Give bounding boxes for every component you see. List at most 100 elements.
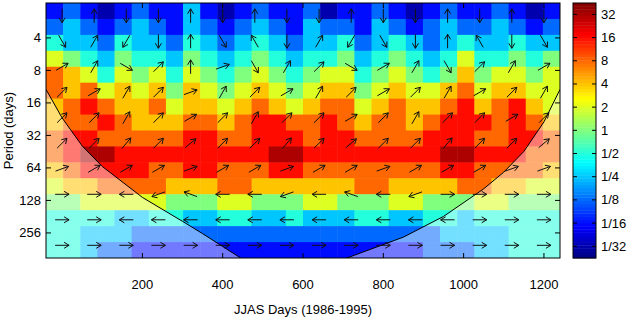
- heat-cell: [354, 210, 372, 226]
- phase-arrow: [316, 35, 323, 47]
- heat-cell: [491, 3, 509, 19]
- phase-arrow: [537, 191, 551, 197]
- x-tick-label: 800: [372, 277, 394, 292]
- heat-cell: [303, 242, 321, 258]
- heat-cell: [286, 3, 304, 19]
- heat-cell: [474, 146, 492, 162]
- phase-arrow: [184, 191, 197, 197]
- colorbar-segment: [573, 127, 596, 131]
- heat-cell: [286, 178, 304, 194]
- phase-arrow: [57, 138, 67, 148]
- colorbar-segment: [573, 175, 596, 179]
- phase-arrow: [152, 192, 165, 198]
- phase-arrow: [378, 113, 388, 123]
- heat-cell: [166, 3, 184, 19]
- phase-arrow: [344, 242, 358, 248]
- heat-cell: [320, 19, 338, 35]
- phase-arrow: [442, 165, 454, 172]
- heat-cell: [491, 99, 509, 115]
- heat-cell: [269, 194, 287, 210]
- heat-cell: [423, 162, 441, 178]
- heat-cell: [389, 19, 407, 35]
- phase-arrow: [475, 138, 485, 148]
- heat-cell: [217, 3, 235, 19]
- coi-line: [46, 89, 560, 258]
- phase-arrow: [89, 113, 99, 123]
- heat-cell: [217, 99, 235, 115]
- x-tick-label: 1000: [449, 277, 478, 292]
- heat-cell: [80, 19, 98, 35]
- heat-cell: [234, 178, 252, 194]
- phase-arrow: [346, 87, 356, 97]
- phase-arrow: [314, 138, 324, 148]
- heat-cell: [149, 162, 167, 178]
- phase-arrow: [314, 113, 324, 123]
- phase-arrow: [251, 112, 258, 124]
- heat-cell: [115, 67, 133, 83]
- colorbar-segment: [573, 220, 596, 224]
- heat-cell: [234, 99, 252, 115]
- heat-cell: [474, 19, 492, 35]
- phase-arrow: [89, 138, 99, 148]
- colorbar-segment: [573, 89, 596, 93]
- heat-cell: [269, 226, 287, 242]
- x-tick: [543, 3, 544, 8]
- x-tick: [142, 253, 143, 258]
- colorbar-tick-label: 4: [601, 76, 608, 91]
- y-tick-label: 16: [27, 95, 41, 110]
- phase-arrow: [120, 165, 132, 172]
- phase-arrow: [219, 35, 226, 47]
- heat-cell: [354, 115, 372, 131]
- y-tick: [46, 135, 51, 136]
- phase-arrow: [475, 62, 485, 72]
- heat-cell: [457, 3, 475, 19]
- heat-cell: [320, 226, 338, 242]
- heat-cell: [303, 115, 321, 131]
- heat-cell: [149, 51, 167, 67]
- colorbar-tick: [592, 176, 596, 177]
- heat-cell: [269, 51, 287, 67]
- heat-cell: [269, 162, 287, 178]
- x-tick: [383, 253, 384, 258]
- y-tick: [46, 200, 51, 201]
- phase-arrow: [119, 191, 133, 197]
- heat-cell: [200, 194, 218, 210]
- phase-arrow: [55, 242, 69, 248]
- heat-cell: [286, 242, 304, 258]
- heat-cell: [474, 51, 492, 67]
- heat-cell: [303, 67, 321, 83]
- heat-cell: [200, 99, 218, 115]
- phase-arrow: [411, 87, 421, 97]
- phase-arrow: [541, 9, 547, 23]
- colorbar-tick: [592, 223, 596, 224]
- heat-cell: [97, 51, 115, 67]
- heat-cell: [457, 162, 475, 178]
- phase-arrow: [248, 191, 262, 197]
- heat-cell: [337, 194, 355, 210]
- y-tick: [46, 232, 51, 233]
- phase-arrow: [55, 217, 69, 223]
- heat-cell: [457, 146, 475, 162]
- heat-cell: [543, 67, 560, 83]
- heat-cell: [543, 19, 560, 35]
- phase-arrow: [188, 9, 194, 23]
- colorbar-segment: [573, 204, 596, 208]
- heat-cell: [166, 131, 184, 147]
- heat-cell: [80, 83, 98, 99]
- heat-cell: [234, 226, 252, 242]
- phase-arrow: [91, 61, 98, 73]
- y-axis-title: Period (days): [1, 92, 16, 169]
- colorbar-segment: [573, 162, 596, 166]
- heat-cell: [372, 3, 390, 19]
- x-tick-label: 200: [132, 277, 154, 292]
- heat-cell: [217, 67, 235, 83]
- colorbar-segment: [573, 143, 596, 147]
- phase-arrow: [507, 87, 517, 97]
- heat-cell: [132, 99, 150, 115]
- heat-cell: [389, 51, 407, 67]
- phase-arrow: [218, 113, 228, 123]
- x-axis-title: JJAS Days (1986-1995): [234, 302, 372, 317]
- phase-arrow: [59, 35, 66, 47]
- colorbar-tick-label: 1/32: [601, 239, 626, 254]
- heat-cell: [509, 115, 527, 131]
